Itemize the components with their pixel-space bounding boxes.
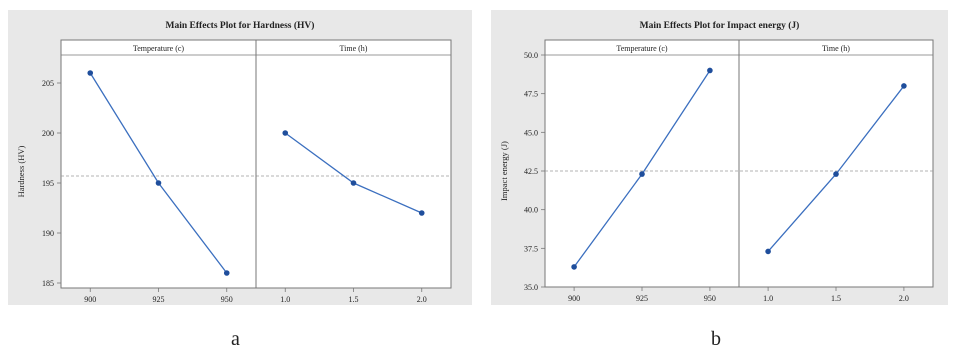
data-point — [155, 180, 162, 186]
y-tick-label: 185 — [42, 279, 54, 288]
figure-label-b: b — [711, 328, 721, 350]
panel-header-2: Time (h) — [822, 44, 850, 53]
y-tick-label: 35.0 — [524, 283, 538, 292]
x-tick-label: 2.0 — [899, 294, 909, 303]
x-tick-label: 1.5 — [349, 295, 359, 304]
x-tick-label: 1.5 — [831, 294, 841, 303]
data-point — [223, 270, 230, 276]
figure-label-a: a — [231, 328, 240, 350]
chart-1: Main Effects Plot for Hardness (HV) 185 19… — [8, 10, 472, 305]
x-tick-label: 900 — [568, 294, 580, 303]
y-tick-label: 50.0 — [524, 51, 538, 60]
data-point — [282, 130, 289, 136]
data-point — [418, 210, 425, 216]
data-point — [765, 248, 771, 255]
y-tick-label: 42.5 — [524, 167, 538, 176]
panel-header-1: Temperature (c) — [616, 44, 668, 53]
y-axis-label: Impact energy (J) — [499, 141, 509, 201]
data-point — [350, 180, 357, 186]
data-point — [87, 70, 94, 76]
x-tick-label: 925 — [153, 295, 165, 304]
chart-2: Main Effects Plot for Impact energy (J) 3… — [491, 10, 948, 305]
y-axis-label: Hardness (HV) — [16, 145, 26, 197]
y-tick-label: 40.0 — [524, 206, 538, 215]
data-point — [639, 171, 645, 177]
x-tick-label: 925 — [636, 294, 648, 303]
chart-title: Main Effects Plot for Hardness (HV) — [166, 20, 315, 31]
x-tick-label: 2.0 — [417, 295, 427, 304]
y-tick-label: 195 — [42, 179, 54, 188]
data-point — [707, 67, 713, 74]
x-tick-label: 1.0 — [280, 295, 290, 304]
x-tick-label: 1.0 — [763, 294, 773, 303]
y-tick-label: 200 — [42, 129, 54, 138]
data-point — [901, 83, 907, 89]
y-tick-label: 37.5 — [524, 244, 538, 253]
data-point — [571, 264, 577, 270]
x-tick-label: 900 — [84, 295, 96, 304]
y-tick-label: 190 — [42, 229, 54, 238]
y-tick-label: 47.5 — [524, 90, 538, 99]
chart-title: Main Effects Plot for Impact energy (J) — [640, 20, 800, 31]
y-tick-label: 205 — [42, 79, 54, 88]
data-point — [833, 171, 839, 177]
panel-header-1: Temperature (c) — [133, 44, 185, 53]
x-tick-label: 950 — [221, 295, 233, 304]
panel-header-2: Time (h) — [340, 44, 368, 53]
x-tick-label: 950 — [704, 294, 716, 303]
y-tick-label: 45.0 — [524, 128, 538, 137]
